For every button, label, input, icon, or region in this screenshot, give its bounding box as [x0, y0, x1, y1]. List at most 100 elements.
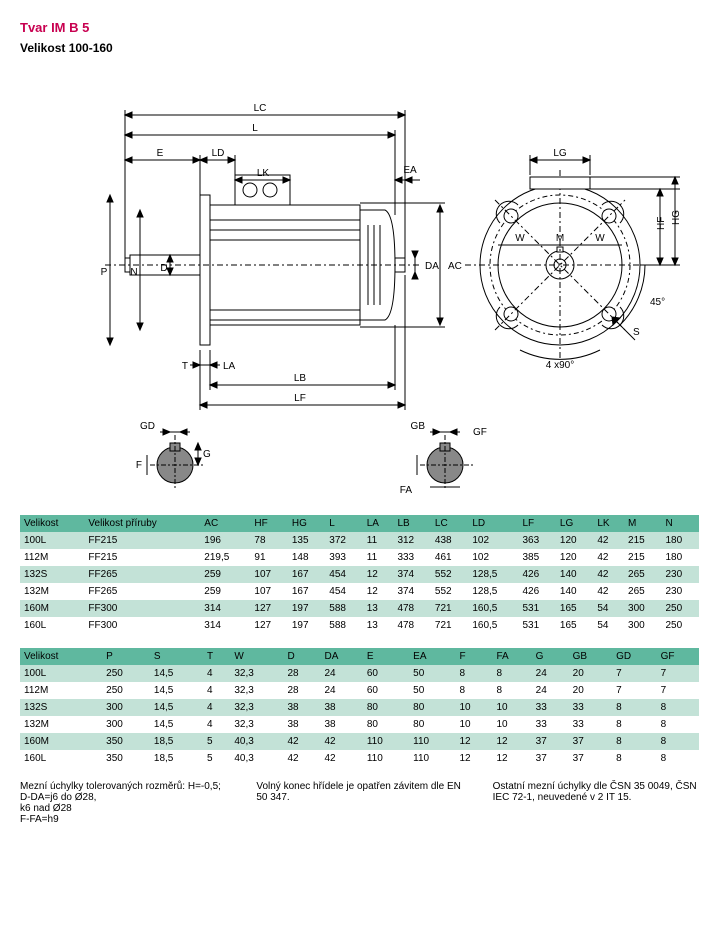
col-header: HF: [250, 515, 287, 532]
cell: 54: [593, 617, 624, 634]
col-header: Velikost: [20, 515, 84, 532]
cell: 33: [532, 699, 569, 716]
cell: 110: [363, 750, 409, 767]
table-row: 160M35018,5540,342421101101212373788: [20, 733, 699, 750]
cell: 215: [624, 549, 661, 566]
col-header: GF: [657, 648, 699, 665]
cell: 112M: [20, 682, 102, 699]
cell: 8: [612, 699, 656, 716]
cell: 8: [456, 682, 493, 699]
svg-text:L: L: [252, 123, 258, 134]
col-header: GD: [612, 648, 656, 665]
cell: 18,5: [150, 733, 203, 750]
col-header: F: [456, 648, 493, 665]
table-row: 132S30014,5432,3383880801010333388: [20, 699, 699, 716]
svg-text:LD: LD: [212, 148, 225, 159]
cell: 37: [532, 750, 569, 767]
cell: 11: [363, 532, 394, 549]
cell: 100L: [20, 665, 102, 682]
cell: 312: [393, 532, 430, 549]
col-header: LD: [468, 515, 518, 532]
svg-text:LB: LB: [294, 373, 307, 384]
cell: 128,5: [468, 583, 518, 600]
col-header: L: [325, 515, 362, 532]
cell: 374: [393, 566, 430, 583]
svg-text:LF: LF: [294, 393, 306, 404]
cell: 12: [456, 733, 493, 750]
cell: 180: [662, 549, 700, 566]
cell: 230: [662, 583, 700, 600]
cell: 160L: [20, 750, 102, 767]
cell: 8: [657, 716, 699, 733]
svg-text:4 x90°: 4 x90°: [546, 360, 574, 371]
cell: 14,5: [150, 699, 203, 716]
cell: 42: [320, 733, 362, 750]
svg-text:M: M: [556, 233, 564, 244]
cell: FF215: [84, 549, 200, 566]
col-header: S: [150, 648, 203, 665]
cell: 13: [363, 617, 394, 634]
cell: 314: [200, 617, 250, 634]
cell: 91: [250, 549, 287, 566]
cell: 5: [203, 750, 230, 767]
cell: 128,5: [468, 566, 518, 583]
cell: 552: [431, 566, 468, 583]
col-header: M: [624, 515, 661, 532]
cell: 426: [518, 583, 555, 600]
cell: 80: [363, 699, 409, 716]
cell: 107: [250, 566, 287, 583]
cell: 38: [283, 699, 320, 716]
svg-text:E: E: [157, 148, 164, 159]
cell: 4: [203, 716, 230, 733]
cell: 165: [556, 617, 593, 634]
cell: 552: [431, 583, 468, 600]
cell: 454: [325, 566, 362, 583]
cell: 8: [612, 716, 656, 733]
page-title: Tvar IM B 5: [20, 20, 699, 35]
cell: 4: [203, 665, 230, 682]
cell: 54: [593, 600, 624, 617]
cell: 135: [288, 532, 325, 549]
cell: 60: [363, 682, 409, 699]
cell: 350: [102, 750, 150, 767]
cell: 300: [624, 617, 661, 634]
cell: 40,3: [230, 750, 283, 767]
col-header: AC: [200, 515, 250, 532]
cell: 167: [288, 583, 325, 600]
svg-text:T: T: [182, 361, 188, 372]
cell: 160L: [20, 617, 84, 634]
cell: FF265: [84, 566, 200, 583]
cell: 215: [624, 532, 661, 549]
cell: 7: [612, 665, 656, 682]
cell: 374: [393, 583, 430, 600]
svg-text:45°: 45°: [650, 297, 665, 308]
cell: 265: [624, 566, 661, 583]
cell: 167: [288, 566, 325, 583]
cell: 230: [662, 566, 700, 583]
page-subtitle: Velikost 100-160: [20, 41, 699, 55]
cell: 426: [518, 566, 555, 583]
col-header: Velikost: [20, 648, 102, 665]
cell: 7: [657, 665, 699, 682]
cell: 10: [456, 699, 493, 716]
cell: 14,5: [150, 682, 203, 699]
cell: 40,3: [230, 733, 283, 750]
cell: 385: [518, 549, 555, 566]
svg-text:GB: GB: [411, 421, 426, 432]
cell: 78: [250, 532, 287, 549]
svg-text:GD: GD: [140, 421, 155, 432]
cell: 250: [662, 617, 700, 634]
cell: 24: [532, 682, 569, 699]
cell: 20: [569, 682, 612, 699]
cell: 50: [409, 682, 455, 699]
cell: 140: [556, 583, 593, 600]
cell: 4: [203, 682, 230, 699]
svg-text:W: W: [515, 233, 525, 244]
cell: 180: [662, 532, 700, 549]
table-row: 160MFF30031412719758813478721160,5531165…: [20, 600, 699, 617]
cell: 140: [556, 566, 593, 583]
svg-text:S: S: [633, 327, 640, 338]
cell: 132S: [20, 699, 102, 716]
svg-text:EA: EA: [403, 165, 417, 176]
cell: 32,3: [230, 716, 283, 733]
